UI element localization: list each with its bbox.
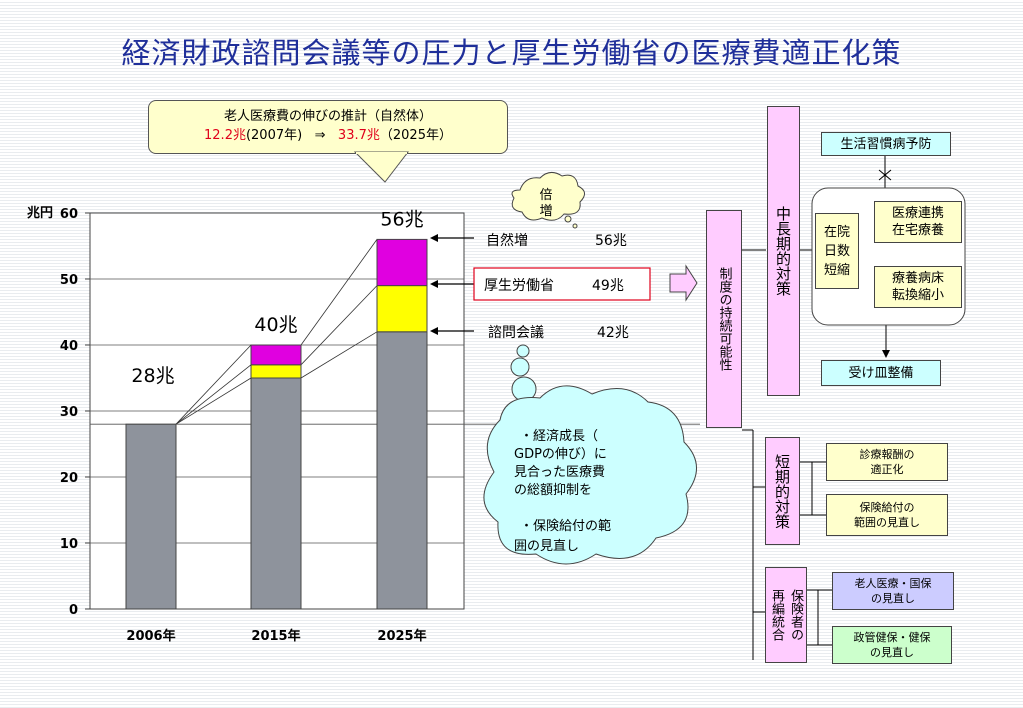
cloud-line4: の総額抑制を	[514, 483, 592, 498]
y-tick-label: 60	[60, 207, 78, 222]
callout-line1: 老人医療費の伸びの推計（自然体）	[223, 109, 432, 124]
callout-2025-year: （2025年）	[379, 128, 452, 143]
x-tick-label: 2006年	[126, 628, 175, 644]
y-tick-label: 40	[60, 339, 78, 354]
govt-line1: 政管健保・健保	[853, 631, 931, 644]
elder-line1: 老人医療・国保	[854, 577, 932, 590]
bar-base	[376, 331, 428, 610]
cloud-line5: ・保険給付の範	[520, 519, 611, 534]
cloud-line6: 囲の見直し	[514, 539, 579, 554]
total-label: 28兆	[131, 365, 174, 387]
receiver-setup-box: 受け皿整備	[821, 360, 941, 386]
callout-2025-value: 33.7兆	[337, 128, 380, 143]
mhlw-annotation-box	[473, 267, 651, 301]
cloud-small-char2: 増	[539, 204, 552, 219]
y-axis-label: 兆円	[27, 205, 53, 221]
benefit-line2: 範囲の見直し	[854, 516, 920, 529]
benefit-scope-box: 保険給付の 範囲の見直し	[826, 494, 948, 536]
sustainability-label: 制度の持続可能性	[716, 267, 732, 371]
lifestyle-disease-box: 生活習慣病予防	[821, 132, 951, 156]
stay-label: 在院日数短縮	[823, 224, 850, 278]
y-tick-label: 50	[60, 273, 78, 288]
bar-segment-yellow	[376, 285, 428, 333]
govt-line2: の見直し	[870, 646, 914, 659]
fee-line1: 診療報酬の	[859, 448, 915, 461]
annotation-mhlw-label: 厚生労働省	[484, 278, 554, 294]
x-tick-labels: 2006年 2015年 2025年	[126, 628, 426, 644]
connector-line	[300, 331, 378, 379]
annotation-arrows	[430, 234, 474, 335]
connector-line	[175, 364, 252, 425]
cloud-line1: ・経済成長（	[520, 428, 598, 444]
annotation-labels: 自然増 56兆	[486, 232, 627, 249]
bar-segment-magenta	[376, 238, 428, 287]
big-right-arrow	[669, 264, 698, 302]
connector-line	[300, 239, 378, 346]
connector-line	[175, 377, 252, 425]
x-tick-label: 2025年	[377, 628, 426, 644]
elderly-nhi-box: 老人医療・国保 の見直し	[832, 572, 954, 610]
elder-line2: の見直し	[871, 592, 915, 605]
bracket-lines	[742, 155, 892, 660]
total-labels: 28兆 40兆 56兆	[131, 208, 423, 387]
connector-line	[175, 344, 252, 425]
benefit-line1: 保険給付の	[859, 501, 915, 514]
y-tick-labels: 0 10 20 30 40 50 60	[60, 207, 90, 618]
annotation-mhlw-value: 49兆	[592, 278, 624, 294]
y-tick-label: 0	[69, 603, 78, 618]
cloud-line3: 見合った医療費	[514, 465, 605, 480]
cloud-small-char1: 倍	[539, 188, 552, 203]
callout-2007-value: 12.2兆	[204, 128, 246, 143]
mid-long-term-label: 中長期的対策	[774, 206, 792, 296]
sanatorium-ward-box: 療養病床 転換縮小	[874, 266, 962, 308]
stay-text: 在院日数短縮	[822, 223, 852, 280]
fee-line2: 適正化	[870, 463, 904, 476]
bar-segment-yellow	[250, 364, 302, 379]
annotation-council-value: 42兆	[597, 325, 629, 341]
ward-line1: 療養病床	[891, 271, 944, 286]
sustainability-box: 制度の持続可能性	[706, 210, 742, 428]
insurer-reorg-box: 保険者の 再編統合	[765, 567, 807, 663]
x-tick-label: 2015年	[251, 628, 300, 644]
cloud-line2: GDPの伸び）に	[514, 447, 607, 462]
total-label: 40兆	[254, 314, 297, 336]
y-tick-label: 10	[60, 537, 78, 552]
down-arrowhead	[882, 350, 890, 358]
callout-line2: 12.2兆(2007年) ⇒ 33.7兆（2025年）	[149, 126, 507, 145]
y-tick-label: 20	[60, 471, 78, 486]
connector-line	[300, 285, 378, 366]
medical-cooperation-box: 医療連携 在宅療養	[874, 201, 962, 243]
bar-base	[250, 377, 302, 610]
coop-line2: 在宅療養	[891, 223, 944, 238]
arrow-glyph: ⇒	[314, 128, 326, 143]
callout-2007-year: (2007年)	[245, 128, 303, 143]
stay-reduction-box: 在 在院日数短縮	[815, 213, 859, 289]
insurer-label-2: 再編統合	[769, 589, 784, 641]
fee-optimization-box: 診療報酬の 適正化	[826, 443, 948, 481]
page-title: 経済財政諮問会議等の圧力と厚生労働省の医療費適正化策	[121, 36, 902, 70]
annotation-natural-value: 56兆	[595, 233, 627, 249]
bar-segment-magenta	[250, 344, 302, 366]
insurer-label-1: 保険者の	[788, 589, 803, 641]
govt-health-insurance-box: 政管健保・健保 の見直し	[832, 626, 952, 664]
coop-line1: 医療連携	[891, 206, 944, 221]
short-term-box: 短期的対策	[765, 437, 800, 545]
thought-cloud-text: ・経済成長（ GDPの伸び）に 見合った医療費 の総額抑制を ・保険給付の範 囲…	[514, 428, 611, 554]
y-tick-label: 30	[60, 405, 78, 420]
small-thought-cloud	[511, 172, 585, 229]
total-label: 56兆	[380, 208, 423, 230]
bar-base	[125, 423, 177, 610]
connector-lines	[175, 239, 378, 425]
ward-line2: 転換縮小	[891, 288, 944, 303]
annotation-council-label: 諮問会議	[488, 324, 544, 341]
short-term-label: 短期的対策	[773, 453, 791, 529]
elderly-cost-callout: 老人医療費の伸びの推計（自然体） 12.2兆(2007年) ⇒ 33.7兆（20…	[148, 100, 508, 154]
bars	[125, 238, 428, 610]
callout-tail	[353, 151, 410, 183]
mid-long-term-box: 中長期的対策	[767, 106, 800, 396]
thought-cloud	[483, 344, 697, 565]
annotation-natural-label: 自然増	[486, 232, 528, 249]
